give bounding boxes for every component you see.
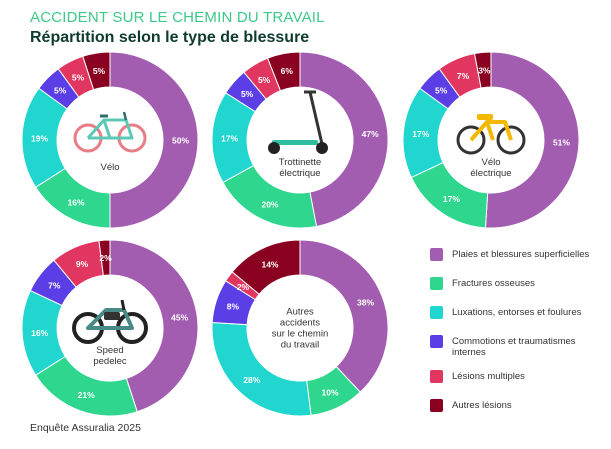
slice-value-label: 5%	[54, 86, 67, 96]
legend-label: Plaies et blessures superficielles	[452, 249, 590, 260]
slice-value-label: 5%	[241, 89, 254, 99]
donut-center-label: Vélo	[481, 157, 500, 168]
donut-charts: 50% 16% 19% 5% 5% 5% Vélo 47% 20% 17% 5% 5% 6% Trotti…	[21, 51, 580, 417]
donut-center-label: pedelec	[93, 356, 127, 367]
donut-center-label: Autres	[286, 307, 314, 318]
slice-value-label: 17%	[443, 194, 460, 204]
legend-label: Commotions et traumatismes internes	[452, 336, 576, 358]
slice-value-label: 5%	[93, 66, 106, 76]
legend-label: Lésions multiples	[452, 371, 525, 382]
slice-value-label: 16%	[31, 328, 48, 338]
donut-slice-autres	[82, 51, 111, 91]
donut-center-label: Speed	[96, 345, 123, 356]
slice-value-label: 14%	[261, 260, 278, 270]
donut-slice-plaies	[109, 239, 199, 413]
donut-slice-plaies	[484, 51, 580, 229]
slice-value-label: 6%	[281, 66, 294, 76]
donut-center-label: Vélo	[100, 162, 119, 173]
scooter-icon	[268, 90, 328, 154]
slice-value-label: 17%	[412, 129, 429, 139]
legend-swatch	[430, 399, 443, 412]
donut-slice-plaies	[299, 51, 389, 228]
donut-slice-autres	[266, 51, 301, 92]
source-note: Enquête Assuralia 2025	[30, 422, 141, 434]
chart-kicker: ACCIDENT SUR LE CHEMIN DU TRAVAIL	[30, 9, 325, 26]
legend-label: Autres lésions	[452, 400, 512, 411]
donut-center-label: électrique	[470, 168, 511, 179]
slice-value-label: 8%	[227, 302, 240, 312]
donut-slice-autres	[98, 239, 111, 276]
slice-value-label: 9%	[76, 259, 89, 269]
slice-value-label: 21%	[78, 390, 95, 400]
donut-slice-autres	[231, 239, 301, 295]
donut-slice-plaies	[299, 239, 389, 393]
donut-slice-autres	[473, 51, 492, 89]
slice-value-label: 16%	[68, 197, 85, 207]
slice-value-label: 38%	[357, 298, 374, 308]
slice-value-label: 7%	[457, 71, 470, 81]
slice-value-label: 28%	[243, 375, 260, 385]
donut-center-label: accidents	[280, 318, 320, 329]
slice-value-label: 45%	[171, 312, 188, 322]
legend-swatch	[430, 306, 443, 319]
donut-slice-plaies	[109, 51, 199, 229]
slice-value-label: 20%	[261, 199, 278, 209]
legend-swatch	[430, 335, 443, 348]
speed-pedelec-icon	[72, 299, 148, 344]
chart-title: Répartition selon le type de blessure	[30, 29, 310, 46]
slice-value-label: 19%	[31, 133, 48, 143]
slice-value-label: 7%	[48, 280, 61, 290]
donut-center-label: sur le chemin	[272, 329, 329, 340]
slice-value-label: 2%	[99, 253, 112, 263]
slice-value-label: 50%	[172, 136, 189, 146]
legend-swatch	[430, 277, 443, 290]
slice-value-label: 17%	[221, 133, 238, 143]
donut-center-label: Trottinette	[279, 157, 321, 168]
donut-center-label: électrique	[279, 168, 320, 179]
legend-label: Luxations, entorses et foulures	[452, 307, 582, 318]
slice-value-label: 10%	[322, 387, 339, 397]
slice-value-label: 47%	[362, 129, 379, 139]
donut-chart: 50% 16% 19% 5% 5% 5% Vélo	[21, 51, 199, 229]
slice-value-label: 2%	[237, 282, 250, 292]
ebike-icon	[456, 114, 526, 155]
slice-value-label: 5%	[72, 73, 85, 83]
legend-label: Fractures osseuses	[452, 278, 535, 289]
donut-center-label: du travail	[281, 340, 320, 351]
legend-swatch	[430, 370, 443, 383]
legend-swatch	[430, 248, 443, 261]
slice-value-label: 51%	[553, 138, 570, 148]
slice-value-label: 5%	[258, 75, 271, 85]
slice-value-label: 5%	[435, 86, 448, 96]
slice-value-label: 3%	[478, 65, 491, 75]
bicycle-icon	[73, 111, 147, 153]
